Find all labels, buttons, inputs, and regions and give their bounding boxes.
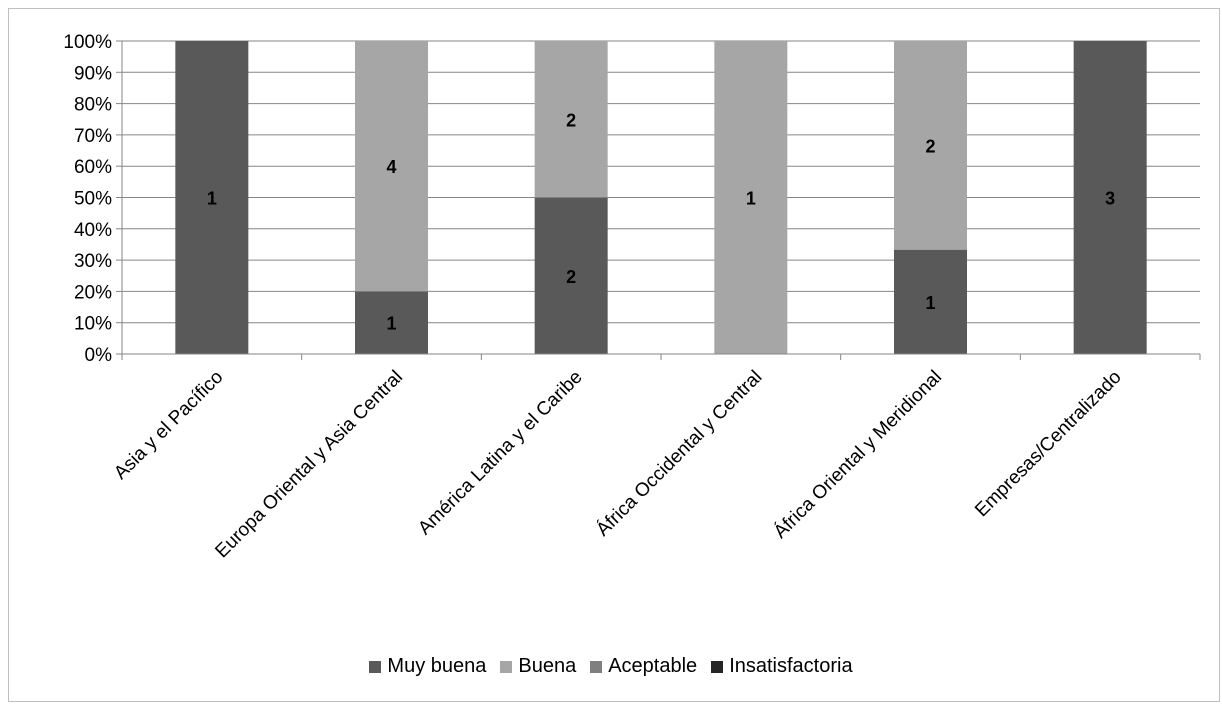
legend-item: Buena — [500, 655, 576, 678]
data-label: 2 — [566, 110, 576, 130]
data-label: 2 — [925, 136, 935, 156]
bar-segment-muy-buena — [1073, 41, 1147, 354]
bar-segment-muy-buena — [534, 197, 608, 354]
y-tick-label: 30% — [74, 251, 112, 272]
bar-segment-buena — [714, 41, 788, 354]
legend-item: Insatisfactoria — [711, 655, 853, 678]
bar-segment-buena — [355, 41, 428, 292]
x-category-label: África Occidental y Central — [592, 367, 766, 541]
legend-label: Insatisfactoria — [729, 655, 853, 677]
legend-label: Buena — [518, 655, 577, 677]
axes — [121, 41, 1201, 360]
y-tick-label: 40% — [74, 220, 112, 241]
bar-segment-buena — [534, 41, 608, 198]
y-tick-label: 0% — [85, 345, 113, 366]
y-tick-label: 80% — [74, 95, 112, 116]
gridlines — [122, 40, 1200, 355]
bar-segment-buena — [894, 41, 967, 250]
legend-swatch — [711, 660, 724, 673]
x-category-label: África Oriental y Meridional — [770, 367, 946, 543]
data-label: 1 — [925, 293, 935, 313]
stacked-bar-chart: 0% 10% 20% 30% 40% 50% 60% 70% 80% 90% 100% Asia y… — [63, 32, 1201, 563]
y-tick-label: 60% — [74, 157, 112, 178]
y-tick-label: 10% — [74, 314, 112, 335]
x-category-label: Empresas/Centralizado — [971, 367, 1125, 521]
legend-label: Aceptable — [608, 655, 698, 677]
y-tick-label: 70% — [74, 126, 112, 147]
x-category-label: Asia y el Pacífico — [110, 367, 227, 484]
legend-swatch — [590, 660, 603, 673]
data-label: 1 — [207, 189, 217, 209]
legend-swatch — [500, 660, 513, 673]
bars — [175, 41, 1147, 354]
y-tick-label: 50% — [74, 189, 112, 210]
data-label: 2 — [566, 267, 576, 287]
y-tick-label: 100% — [63, 32, 112, 53]
y-tick-label: 90% — [74, 63, 112, 84]
legend-item: Muy buena — [369, 655, 486, 678]
y-tick-label: 20% — [74, 282, 112, 303]
legend-item: Aceptable — [590, 655, 697, 678]
legend-swatch — [369, 660, 382, 673]
x-category-label: América Latina y el Caribe — [414, 367, 586, 539]
data-labels: 1 1 4 2 2 1 1 2 3 — [207, 110, 1115, 333]
bar-segment-muy-buena — [175, 41, 249, 354]
data-label: 4 — [386, 157, 396, 177]
data-label: 1 — [386, 314, 396, 334]
legend: Muy buena Buena Aceptable Insatisfactoria — [0, 655, 1222, 678]
bar-segment-muy-buena — [355, 291, 428, 354]
bar-segment-muy-buena — [894, 249, 967, 354]
legend-label: Muy buena — [387, 655, 487, 677]
data-label: 3 — [1105, 189, 1115, 209]
y-axis-ticks: 0% 10% 20% 30% 40% 50% 60% 70% 80% 90% 100% — [63, 32, 122, 366]
x-category-label: Europa Oriental y Asia Central — [211, 367, 407, 563]
data-label: 1 — [746, 189, 756, 209]
